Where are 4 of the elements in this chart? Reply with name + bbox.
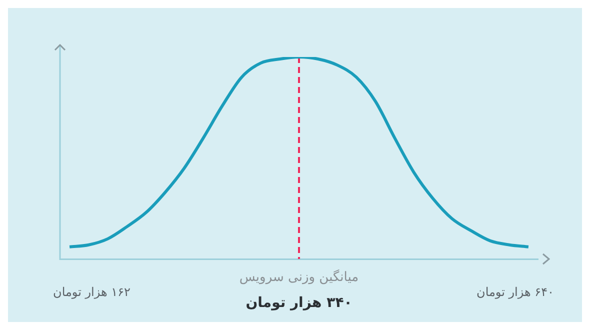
text: ۱۶۲ هزار تومان — [53, 285, 130, 299]
text: ۳۴۰ هزار تومان — [246, 295, 352, 311]
text: ۶۴۰ هزار تومان — [476, 285, 554, 299]
text: میانگین وزنی سرویس — [239, 270, 359, 285]
